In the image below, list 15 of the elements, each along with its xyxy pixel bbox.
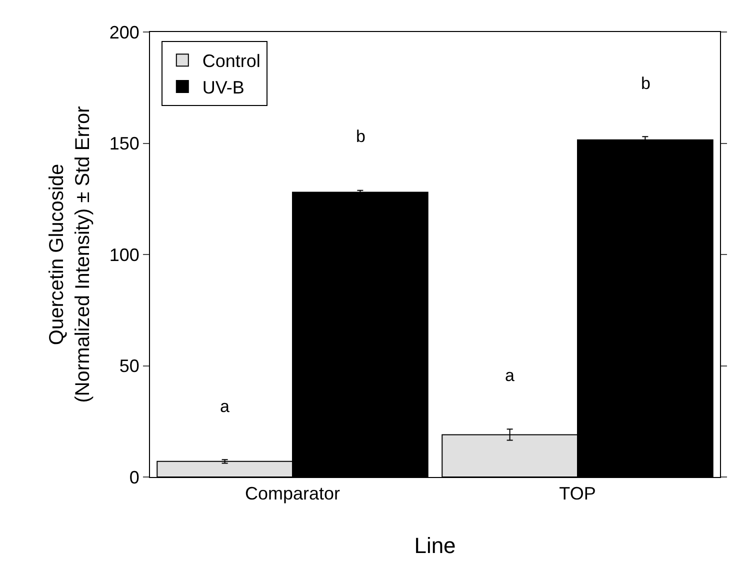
annotation: b (641, 74, 650, 93)
y-tick-label: 200 (109, 22, 140, 42)
annotation: b (356, 127, 366, 146)
y-axis-title: Quercetin Glucoside (Normalized Intensity) ± Std Error (46, 106, 94, 403)
y-tick-label: 150 (109, 134, 140, 154)
y-tick-label: 0 (129, 467, 140, 488)
annotation: a (505, 366, 515, 385)
legend-label: UV-B (202, 78, 244, 98)
annotation: a (220, 397, 230, 416)
x-tick-label: Comparator (244, 484, 340, 504)
y-tick-label: 50 (119, 356, 140, 376)
legend-label: Control (202, 51, 260, 72)
x-axis-title: Line (414, 533, 456, 558)
y-tick-label: 100 (109, 244, 140, 265)
x-tick-label: TOP (559, 484, 596, 504)
